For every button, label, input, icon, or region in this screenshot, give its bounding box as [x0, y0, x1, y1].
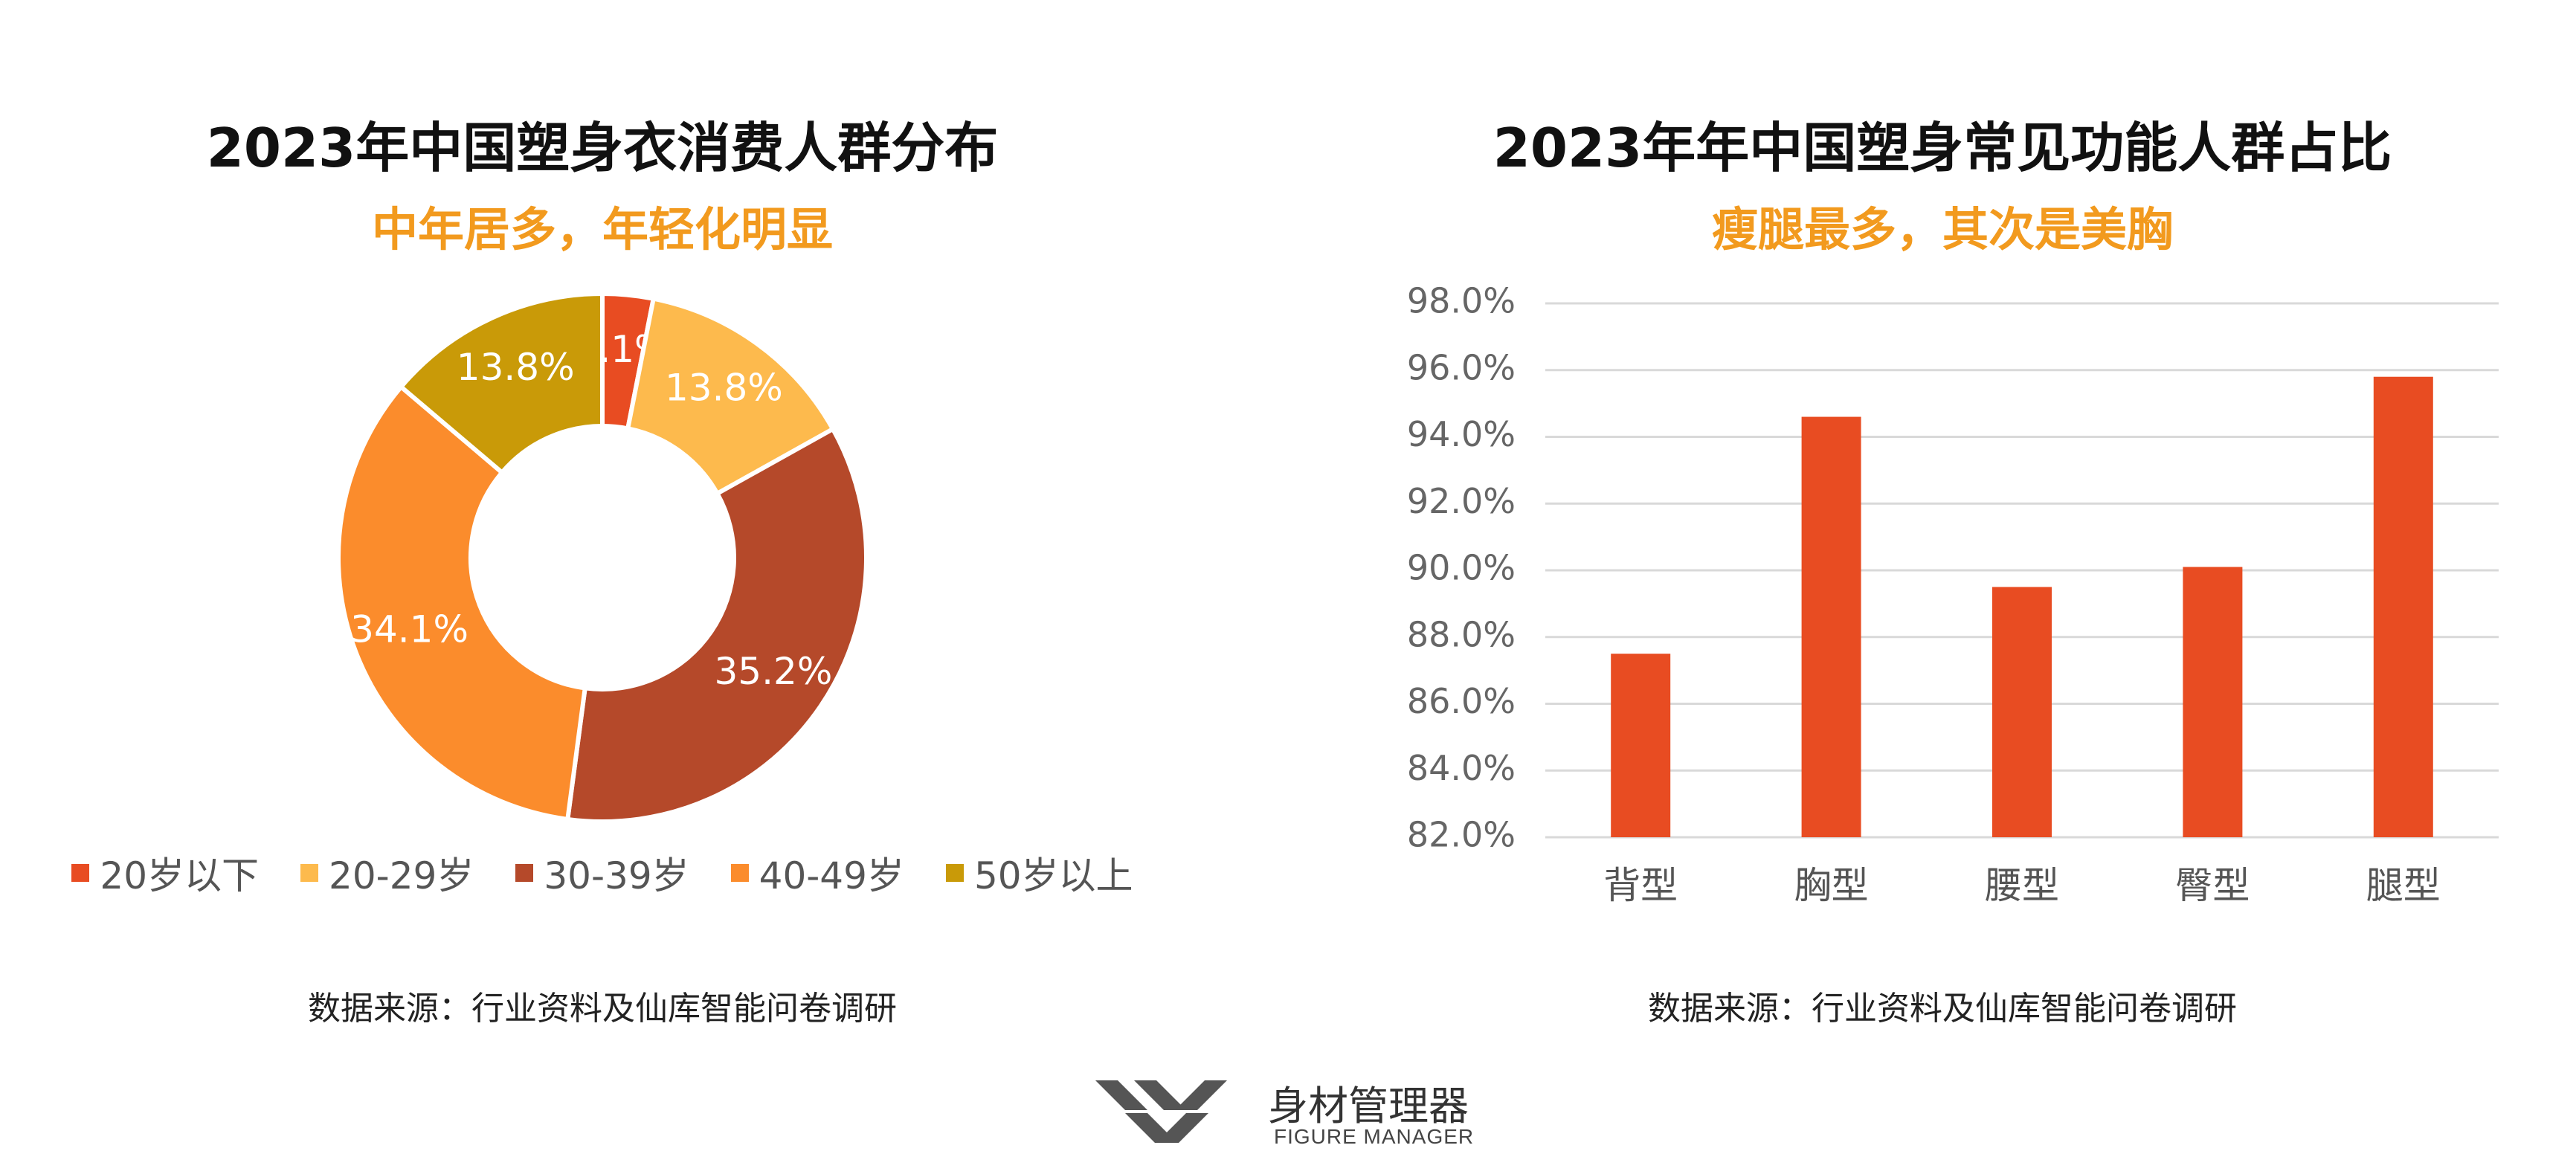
- legend-label: 40-49岁: [759, 854, 904, 897]
- x-tick-label: 臀型: [2175, 864, 2250, 907]
- bar: [2183, 567, 2243, 837]
- x-tick-label: 腿型: [2366, 864, 2441, 907]
- x-tick-label: 背型: [1603, 864, 1678, 907]
- figure-manager-logo-icon: [1095, 1080, 1227, 1143]
- y-tick-label: 88.0%: [1407, 614, 1516, 654]
- y-tick-label: 98.0%: [1407, 281, 1516, 321]
- donut-data-label: 35.2%: [715, 650, 833, 693]
- legend-item: 40-49岁: [730, 846, 904, 900]
- bar-chart: 82.0% 84.0% 86.0% 88.0% 90.0% 92.0% 94.0% 96.0%…: [1407, 281, 2499, 907]
- legend-swatch: [300, 864, 319, 882]
- brand-logo: 身材管理器 FIGURE MANAGER: [1082, 1067, 1528, 1149]
- bar: [1992, 587, 2052, 837]
- legend-item: 30-39岁: [515, 846, 689, 900]
- legend-item: 20岁以下: [71, 846, 259, 900]
- y-tick-label: 96.0%: [1407, 347, 1516, 387]
- donut-chart: 3.1%13.8%35.2%34.1%13.8%: [336, 291, 869, 824]
- x-tick-label: 胸型: [1794, 864, 1869, 907]
- brand-name: 身材管理器: [1268, 1083, 1469, 1129]
- y-tick-label: 94.0%: [1407, 414, 1516, 454]
- legend-label: 20-29岁: [329, 854, 474, 897]
- donut-chart-title: 2023年中国塑身衣消费人群分布: [206, 117, 999, 179]
- legend-label: 20岁以下: [100, 854, 260, 897]
- bar-chart-title: 2023年年中国塑身常见功能人群占比: [1493, 117, 2392, 179]
- donut-data-label: 13.8%: [457, 346, 575, 389]
- donut-chart-subtitle: 中年居多，年轻化明显: [371, 202, 833, 257]
- donut-data-label: 34.1%: [350, 607, 468, 651]
- y-tick-label: 92.0%: [1407, 481, 1516, 521]
- y-tick-label: 84.0%: [1407, 748, 1516, 788]
- y-tick-label: 82.0%: [1407, 815, 1516, 855]
- donut-slice: [398, 291, 605, 476]
- legend-item: 50岁以上: [945, 846, 1133, 900]
- legend-label: 50岁以上: [973, 854, 1133, 897]
- bar-source-note: 数据来源：行业资料及仙库智能问卷调研: [1648, 990, 2237, 1028]
- donut-chart-panel: 2023年中国塑身衣消费人群分布 中年居多，年轻化明显 3.1% 13.8% 35.…: [0, 0, 1205, 1056]
- bar: [1611, 654, 1671, 837]
- donut-slice: [564, 425, 869, 824]
- legend-swatch: [730, 864, 749, 882]
- legend-swatch: [71, 864, 90, 882]
- bar: [2373, 376, 2433, 838]
- legend-swatch: [945, 864, 964, 882]
- x-tick-label: 腰型: [1985, 864, 2059, 907]
- legend-item: 20-29岁: [300, 846, 474, 900]
- donut-slice: [625, 296, 837, 497]
- bar-chart-panel: 2023年年中国塑身常见功能人群占比 瘦腿最多，其次是美胸 82.0% 84.0%…: [1309, 0, 2576, 1056]
- legend-swatch: [515, 864, 534, 882]
- brand-subtitle: FIGURE MANAGER: [1274, 1125, 1475, 1148]
- y-tick-label: 90.0%: [1407, 548, 1516, 588]
- donut-legend: 20岁以下 20-29岁 30-39岁 40-49岁 50岁以上: [0, 846, 1205, 900]
- donut-source-note: 数据来源：行业资料及仙库智能问卷调研: [308, 990, 897, 1028]
- bar-chart-subtitle: 瘦腿最多，其次是美胸: [1711, 202, 2173, 257]
- donut-slice: [336, 384, 588, 822]
- donut-data-label: 13.8%: [665, 367, 783, 410]
- y-tick-label: 86.0%: [1407, 681, 1516, 721]
- bar: [1801, 416, 1861, 837]
- legend-label: 30-39岁: [544, 854, 689, 897]
